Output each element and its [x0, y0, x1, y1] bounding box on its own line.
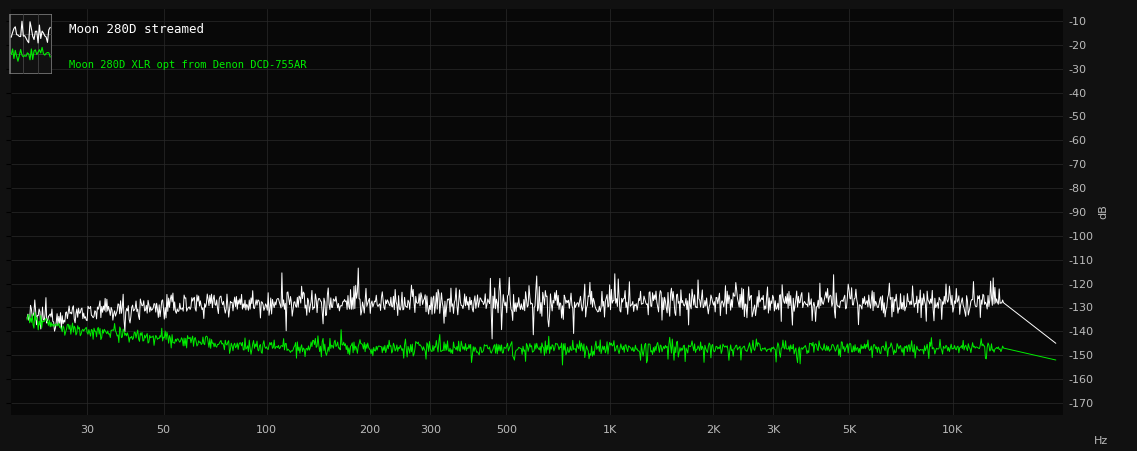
Text: Hz: Hz: [1094, 437, 1109, 446]
Y-axis label: dB: dB: [1098, 205, 1109, 219]
Text: Moon 280D streamed: Moon 280D streamed: [69, 23, 205, 36]
Text: Moon 280D XLR opt from Denon DCD-755AR: Moon 280D XLR opt from Denon DCD-755AR: [69, 60, 307, 70]
